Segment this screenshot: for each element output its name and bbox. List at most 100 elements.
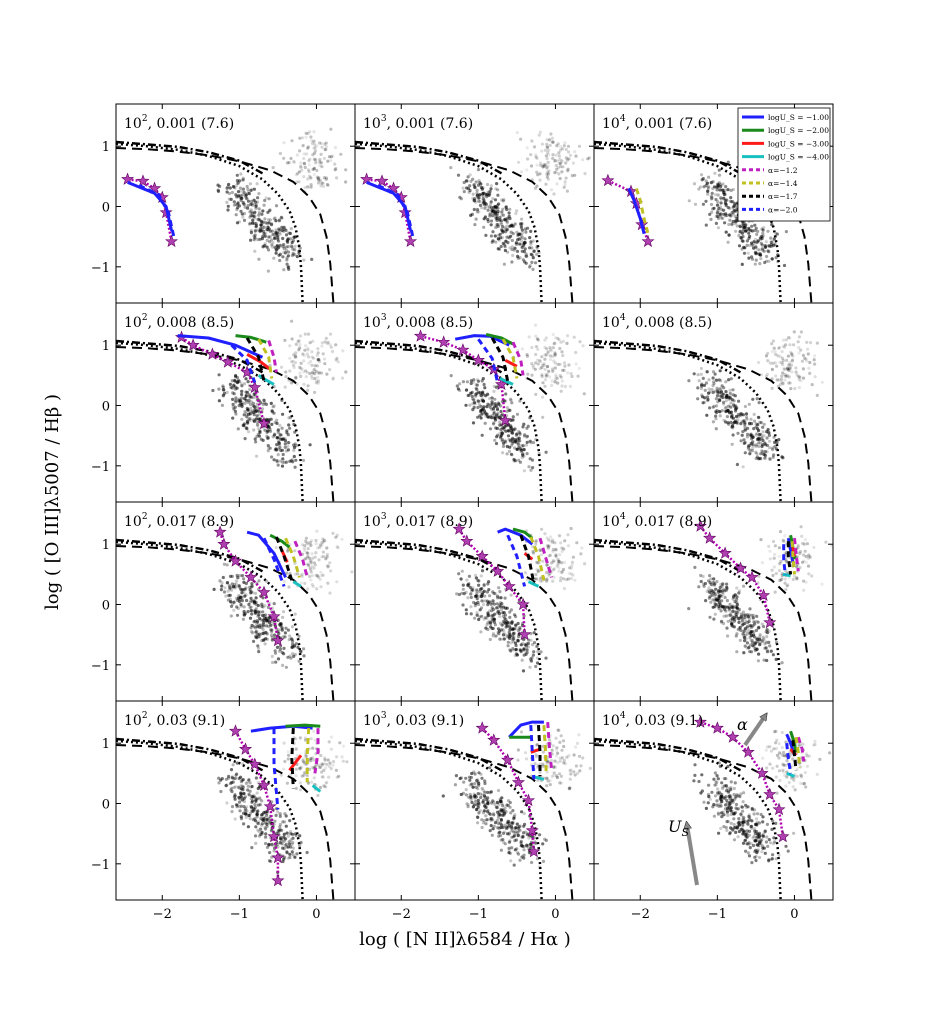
sdss-point bbox=[325, 372, 329, 376]
sdss-point bbox=[581, 344, 585, 348]
sdss-point bbox=[270, 633, 274, 638]
sdss-point bbox=[725, 393, 729, 398]
sdss-point bbox=[557, 560, 561, 564]
sdss-point bbox=[256, 423, 260, 427]
y-tick-label: −1 bbox=[91, 858, 110, 873]
sdss-point bbox=[278, 258, 282, 263]
sdss-point bbox=[741, 465, 745, 469]
sdss-point bbox=[261, 402, 266, 407]
sdss-point bbox=[291, 846, 295, 850]
sdss-point bbox=[751, 623, 755, 628]
sdss-point bbox=[307, 163, 311, 167]
sdss-point bbox=[488, 414, 492, 418]
sdss-point bbox=[227, 774, 231, 779]
sdss-point bbox=[717, 378, 721, 382]
sdss-point bbox=[520, 228, 525, 232]
sdss-point bbox=[495, 407, 500, 411]
panel-label-metallicity: , 0.008 (8.5) bbox=[626, 315, 713, 331]
sdss-point bbox=[502, 840, 506, 845]
series-line bbox=[246, 530, 287, 579]
sdss-point bbox=[562, 185, 566, 189]
sdss-point bbox=[244, 393, 248, 398]
sdss-point bbox=[520, 658, 524, 662]
sdss-point bbox=[478, 193, 482, 197]
sdss-point bbox=[316, 381, 320, 385]
sdss-point bbox=[564, 578, 569, 582]
sdss-point bbox=[250, 806, 254, 810]
sdss-point bbox=[293, 572, 297, 576]
sdss-point bbox=[534, 334, 538, 338]
sdss-point bbox=[316, 358, 320, 362]
sdss-point bbox=[721, 188, 726, 192]
sdss-point bbox=[528, 246, 532, 250]
sdss-point bbox=[770, 377, 774, 381]
sdss-point bbox=[315, 175, 319, 179]
panel-label-metallicity: , 0.017 (8.9) bbox=[148, 514, 235, 530]
sdss-point bbox=[310, 552, 314, 556]
sdss-point bbox=[474, 395, 478, 399]
sdss-point bbox=[558, 759, 562, 763]
sdss-point bbox=[549, 188, 554, 192]
sdss-point bbox=[319, 141, 323, 146]
sdss-point bbox=[339, 152, 343, 156]
sdss-point bbox=[767, 244, 771, 248]
sdss-point bbox=[494, 240, 498, 244]
sdss-point bbox=[517, 436, 521, 440]
sdss-point bbox=[742, 438, 746, 442]
sdss-point bbox=[519, 649, 523, 653]
series-line bbox=[284, 537, 301, 578]
sdss-point bbox=[723, 605, 727, 609]
sdss-point bbox=[557, 534, 562, 538]
curve-kauffmann_dotted bbox=[594, 142, 782, 303]
sdss-point bbox=[522, 448, 526, 452]
sdss-point bbox=[327, 764, 331, 768]
sdss-point bbox=[299, 366, 303, 370]
series-line bbox=[288, 754, 303, 772]
sdss-point bbox=[729, 196, 733, 200]
sdss-point bbox=[499, 809, 503, 813]
sdss-point bbox=[288, 459, 292, 463]
series-line bbox=[506, 534, 527, 587]
sdss-point bbox=[281, 457, 285, 461]
sdss-point bbox=[270, 455, 274, 459]
sdss-point bbox=[283, 844, 287, 848]
sdss-point bbox=[747, 617, 752, 621]
sdss-point bbox=[231, 397, 235, 401]
panel-plot-area bbox=[355, 720, 593, 900]
sdss-point bbox=[278, 825, 282, 829]
sdss-point bbox=[720, 393, 725, 397]
sdss-point bbox=[266, 225, 270, 229]
sdss-point bbox=[762, 658, 766, 662]
sdss-point bbox=[730, 398, 734, 402]
sdss-point bbox=[498, 404, 502, 408]
sdss-point bbox=[289, 832, 293, 836]
sdss-point bbox=[481, 399, 486, 403]
sdss-point bbox=[752, 620, 756, 624]
sdss-point bbox=[556, 142, 560, 146]
sdss-point bbox=[316, 358, 320, 362]
sdss-point bbox=[772, 556, 776, 560]
sdss-point bbox=[763, 642, 767, 646]
sdss-point bbox=[313, 555, 317, 559]
sdss-point bbox=[515, 131, 519, 135]
sdss-point bbox=[711, 370, 716, 374]
sdss-point bbox=[569, 526, 573, 531]
sdss-point bbox=[276, 453, 280, 457]
sdss-point bbox=[740, 619, 744, 623]
sdss-point bbox=[799, 525, 803, 529]
sdss-point bbox=[494, 805, 498, 809]
sdss-point bbox=[277, 431, 281, 435]
sdss-point bbox=[254, 405, 258, 409]
sdss-point bbox=[707, 586, 711, 590]
sdss-point bbox=[743, 404, 748, 409]
sdss-point bbox=[534, 352, 538, 357]
sdss-point bbox=[235, 203, 239, 207]
sdss-point bbox=[510, 247, 514, 252]
sdss-point bbox=[250, 784, 254, 789]
sdss-point bbox=[512, 637, 516, 641]
sdss-point bbox=[726, 421, 730, 425]
sdss-point bbox=[490, 801, 494, 805]
sdss-point bbox=[300, 575, 304, 579]
sdss-point bbox=[756, 239, 761, 243]
sdss-point bbox=[479, 185, 483, 190]
